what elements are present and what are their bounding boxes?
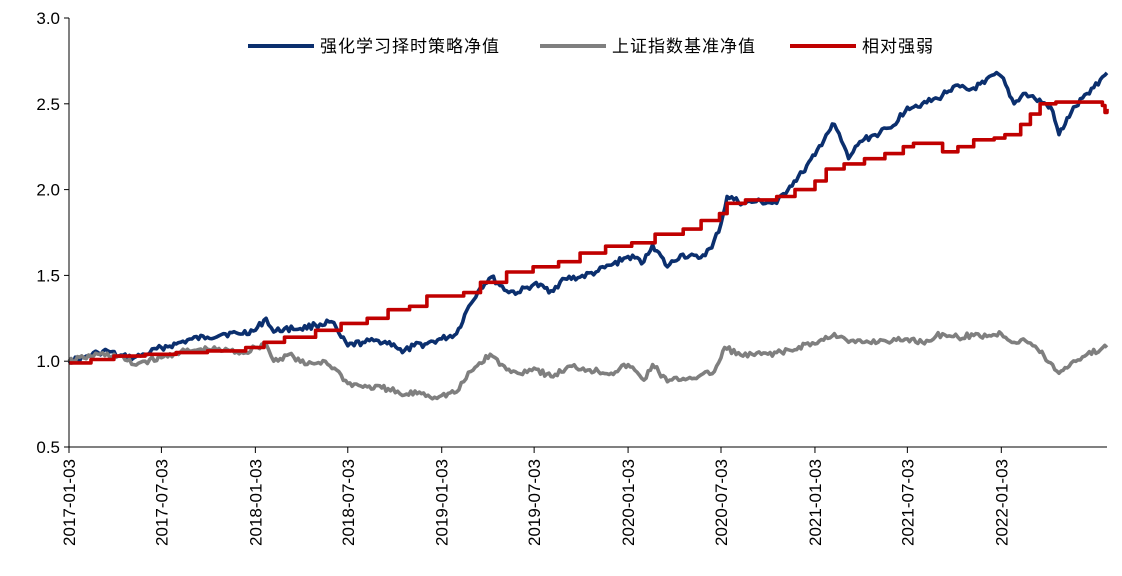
legend-label-2: 相对强弱	[862, 37, 934, 57]
series-line-0	[67, 70, 1109, 365]
x-tick-label: 2022-01-03	[992, 459, 1011, 546]
y-tick-label: 1.5	[36, 266, 60, 285]
x-tick-label: 2018-01-03	[246, 459, 265, 546]
x-tick-label: 2017-07-03	[152, 459, 171, 546]
legend-label-1: 上证指数基准净值	[612, 37, 756, 57]
series-line-2	[69, 100, 1109, 365]
y-tick-label: 3.0	[36, 9, 60, 28]
legend-label-0: 强化学习择时策略净值	[320, 37, 500, 57]
y-tick-label: 2.5	[36, 95, 60, 114]
x-tick-label: 2021-07-03	[898, 459, 917, 546]
axes-layer: 0.5 1.0 1.5 2.0 2.5 3.0 2017-01-03 2017-07-03 20…	[36, 9, 1107, 546]
x-tick-label: 2017-01-03	[60, 459, 79, 546]
x-tick-label: 2020-01-03	[619, 459, 638, 546]
y-tick-label: 0.5	[36, 438, 60, 457]
y-tick-label: 1.0	[36, 352, 60, 371]
x-tick-label: 2019-07-03	[525, 459, 544, 546]
x-tick-label: 2018-07-03	[339, 459, 358, 546]
x-tick-label: 2020-07-03	[712, 459, 731, 546]
series-layer	[67, 70, 1109, 401]
x-tick-label: 2021-01-03	[806, 459, 825, 546]
y-tick-label: 2.0	[36, 181, 60, 200]
legend: 强化学习择时策略净值 上证指数基准净值 相对强弱	[248, 37, 934, 57]
x-tick-label: 2019-01-03	[433, 459, 452, 546]
series-line-1	[67, 330, 1109, 401]
